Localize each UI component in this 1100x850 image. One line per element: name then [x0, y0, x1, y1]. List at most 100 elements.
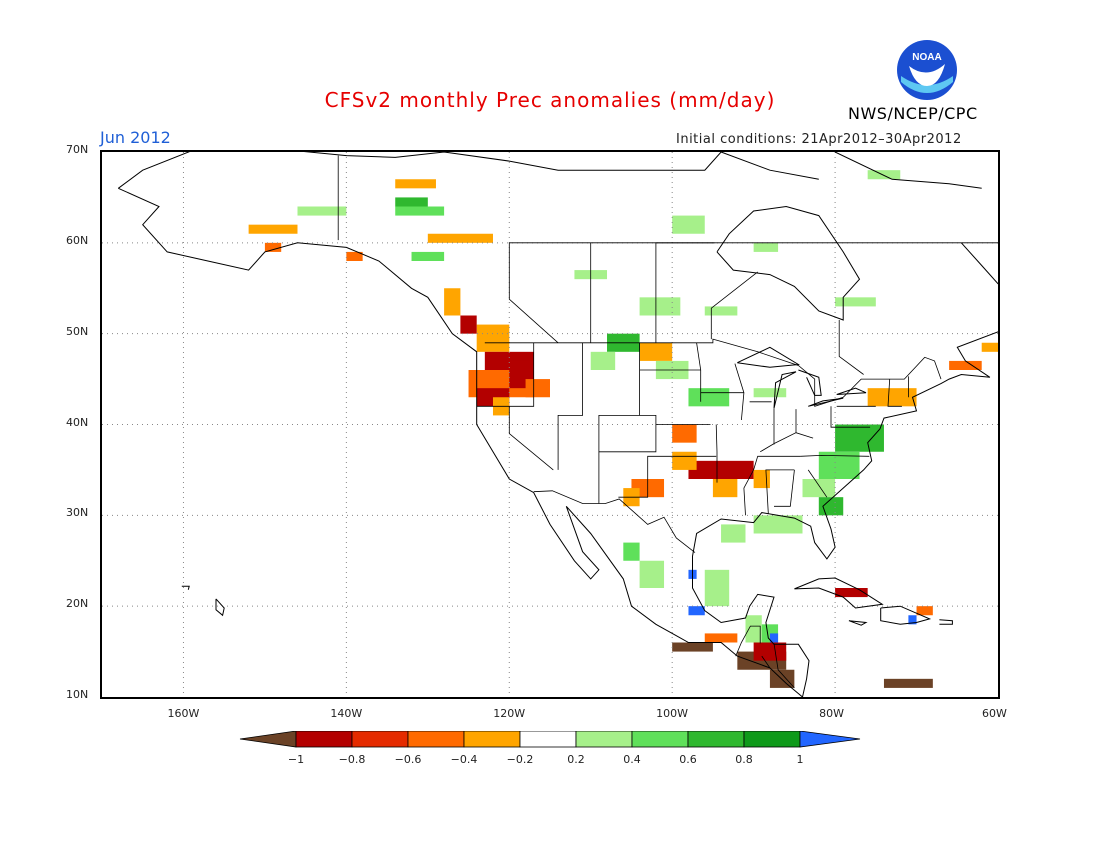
colorbar-arrow-right — [799, 731, 861, 748]
map-frame — [100, 150, 1000, 699]
colorbar-tick-label: −0.2 — [507, 753, 534, 766]
coastline-segment — [118, 187, 803, 697]
anomaly-map — [102, 152, 998, 697]
organization-label: NWS/NCEP/CPC — [848, 104, 978, 123]
colorbar-segment — [687, 731, 745, 748]
anomaly-cell — [769, 633, 779, 643]
anomaly-cell — [908, 615, 917, 625]
colorbar-tick-label: 0.2 — [567, 753, 585, 766]
anomaly-cell — [346, 251, 363, 261]
anomaly-cells — [248, 170, 998, 688]
border-line — [743, 455, 801, 516]
anomaly-cell — [753, 642, 787, 661]
anomaly-cell — [883, 678, 933, 688]
anomaly-cell — [949, 360, 982, 370]
lon-label: 60W — [982, 707, 1007, 720]
border-line — [773, 643, 795, 689]
coastline-segment — [716, 205, 861, 321]
anomaly-cell — [835, 297, 876, 307]
anomaly-cell — [835, 588, 868, 598]
border-line — [830, 406, 871, 428]
anomaly-cell — [753, 515, 803, 534]
coastlines — [118, 152, 998, 697]
lon-label: 120W — [493, 707, 526, 720]
anomaly-cell — [916, 606, 933, 616]
lat-label: 10N — [66, 688, 89, 701]
colorbar-tick-label: 0.4 — [623, 753, 641, 766]
colorbar-tick-label: −0.4 — [451, 753, 478, 766]
anomaly-cell — [753, 242, 779, 252]
colorbar-segment — [631, 731, 689, 748]
anomaly-cell — [264, 242, 282, 252]
border-line — [484, 338, 942, 407]
noaa-logo: NOAA — [897, 40, 957, 100]
anomaly-cell — [248, 224, 298, 234]
coastline-segment — [181, 585, 190, 590]
anomaly-cell — [639, 342, 673, 361]
colorbar: −1 −0.8 −0.6 −0.4 −0.2 0.2 0.4 0.6 0.8 1 — [239, 731, 861, 766]
anomaly-cell — [704, 569, 730, 607]
lat-label: 60N — [66, 233, 89, 247]
anomaly-cell — [623, 542, 640, 561]
anomaly-cell — [769, 669, 795, 688]
colorbar-segment — [743, 731, 801, 748]
border-line — [715, 424, 718, 483]
coastline-segment — [939, 619, 953, 625]
colorbar-segment — [519, 731, 577, 748]
border-line — [735, 625, 761, 657]
anomaly-cell — [395, 197, 428, 207]
border-line — [710, 271, 758, 340]
anomaly-cell — [721, 524, 746, 543]
coastline-segment — [215, 598, 225, 617]
colorbar-segment — [575, 731, 633, 748]
coastline-segment — [773, 371, 797, 409]
border-line — [476, 342, 535, 407]
lat-label: 30N — [66, 506, 89, 520]
anomaly-cell — [688, 388, 730, 407]
border-line — [800, 454, 870, 457]
border-line — [887, 379, 902, 407]
border-line — [508, 406, 554, 471]
border-line — [838, 320, 864, 375]
anomaly-cell — [460, 315, 477, 334]
anomaly-cell — [297, 206, 347, 216]
lon-label: 140W — [330, 707, 363, 720]
coastline-segment — [836, 387, 867, 395]
border-line — [765, 469, 795, 514]
border-line — [655, 242, 715, 343]
anomaly-cell — [427, 233, 493, 243]
anomaly-cell — [835, 424, 884, 452]
anomaly-cell — [476, 324, 510, 352]
coastline-segment — [692, 242, 998, 697]
coastline-segment — [834, 152, 982, 189]
chart-title: CFSv2 monthly Prec anomalies (mm/day) — [324, 88, 776, 112]
lat-label: 20N — [66, 597, 89, 611]
initial-conditions-label: Initial conditions: 21Apr2012–30Apr2012 — [676, 132, 962, 147]
anomaly-cell — [525, 379, 550, 398]
lon-label: 100W — [656, 707, 689, 720]
colorbar-tick-label: −0.6 — [395, 753, 422, 766]
anomaly-cell — [712, 479, 738, 498]
border-line — [533, 490, 696, 553]
anomaly-cell — [639, 560, 665, 588]
anomaly-cell — [395, 179, 436, 189]
border-line — [598, 415, 657, 453]
anomaly-cell — [981, 342, 998, 352]
coastline-segment — [118, 152, 819, 189]
border-line — [618, 455, 673, 498]
coastline-segment — [798, 369, 822, 396]
anomaly-cell — [745, 615, 762, 643]
anomaly-cell — [411, 251, 445, 261]
border-line — [696, 342, 702, 402]
coastline-segment — [848, 620, 868, 626]
anomaly-cell — [672, 215, 705, 234]
colorbar-segment — [407, 731, 465, 748]
anomaly-cell — [672, 451, 697, 470]
coastline-segment — [880, 605, 932, 625]
colorbar-tick-label: −1 — [288, 753, 304, 766]
colorbar-tick-label: 0.8 — [735, 753, 753, 766]
anomaly-cell — [688, 460, 754, 479]
border-line — [598, 342, 640, 504]
border-line — [734, 363, 745, 421]
anomaly-cell — [688, 606, 705, 616]
